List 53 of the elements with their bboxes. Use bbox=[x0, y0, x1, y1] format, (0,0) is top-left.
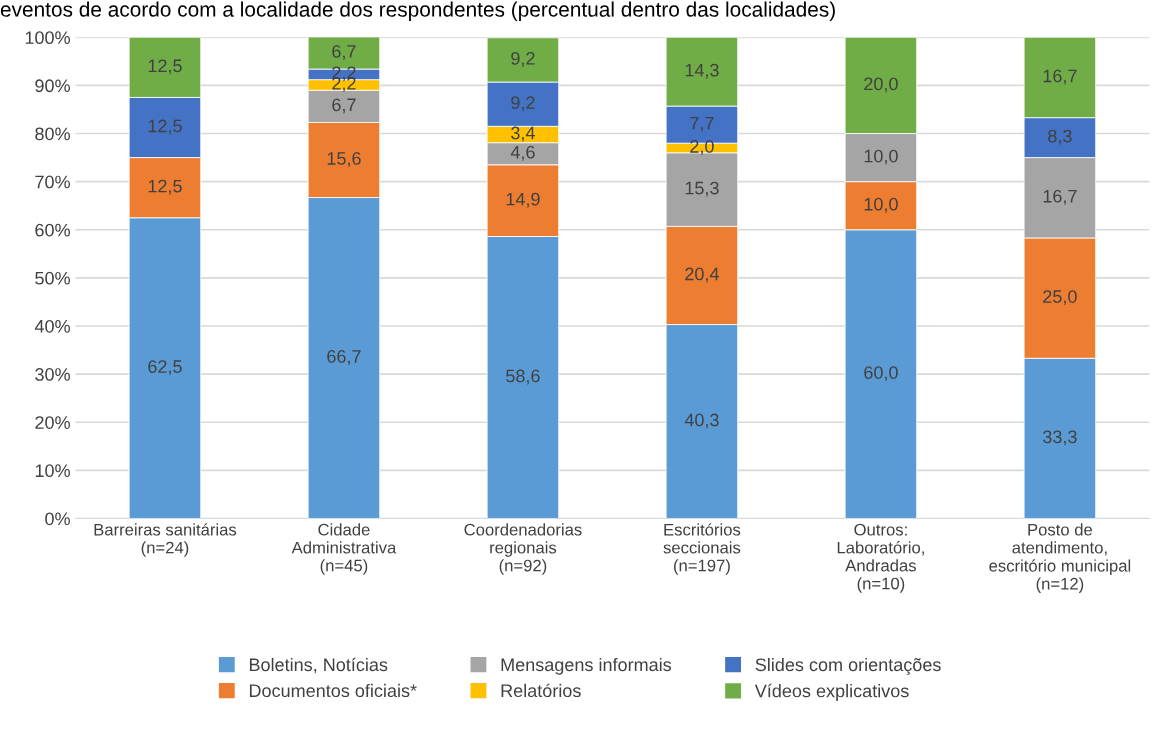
legend-label: Relatórios bbox=[501, 683, 581, 698]
data-label: 12,5 bbox=[148, 59, 182, 75]
legend-label: Vídeos explicativos bbox=[754, 683, 909, 701]
data-label: 12,5 bbox=[148, 179, 182, 195]
data-label: 8,3 bbox=[1048, 129, 1072, 145]
legend-label: Documentos oficiais* bbox=[249, 683, 417, 698]
y-tick-label: 60% bbox=[35, 223, 70, 237]
legend-label: Slides com orientações bbox=[755, 657, 941, 675]
data-label: 20,0 bbox=[864, 77, 898, 93]
data-label: 20,4 bbox=[685, 267, 719, 283]
y-tick-label: 80% bbox=[35, 127, 70, 141]
y-tick-label: 100% bbox=[25, 31, 70, 45]
data-label: 12,5 bbox=[148, 119, 182, 135]
data-label: 40,3 bbox=[684, 413, 719, 429]
data-label: 7,7 bbox=[690, 116, 714, 132]
y-tick-label: 40% bbox=[34, 319, 70, 333]
data-label: 33,3 bbox=[1043, 430, 1077, 446]
x-tick-label: Coordenadorias regionais (n=92) bbox=[464, 523, 582, 575]
data-label: 62,5 bbox=[148, 360, 182, 376]
data-label: 6,7 bbox=[332, 45, 356, 60]
data-label: 60,0 bbox=[864, 366, 898, 382]
y-tick-label: 20% bbox=[35, 416, 70, 429]
y-tick-label: 90% bbox=[35, 79, 70, 93]
y-tick-label: 70% bbox=[35, 175, 70, 189]
chart-title: eventos de acordo com a localidade dos respondentes (percentual dentro das localidades) bbox=[0, 1, 835, 21]
x-tick-label: Outros: Laboratório, Andradas (n=10) bbox=[837, 523, 924, 593]
x-tick-label: Posto de atendimento, escritório municipal (n=12) bbox=[989, 523, 1131, 593]
legend-label: Mensagens informais bbox=[501, 657, 672, 675]
y-tick-label: 30% bbox=[35, 368, 70, 381]
data-label: 16,7 bbox=[1043, 69, 1077, 85]
x-tick-label: Barreiras sanitárias (n=24) bbox=[94, 523, 237, 557]
data-label: 15,3 bbox=[685, 181, 719, 197]
x-tick-label: Escritórios seccionais (n=197) bbox=[663, 523, 741, 575]
data-label: 10,0 bbox=[864, 149, 898, 165]
data-label: 4,6 bbox=[510, 145, 535, 161]
y-tick-label: 10% bbox=[35, 464, 70, 478]
y-tick-label: 50% bbox=[35, 271, 70, 285]
y-tick-label: 0% bbox=[45, 512, 70, 526]
data-label: 66,7 bbox=[327, 350, 361, 365]
data-label: 9,2 bbox=[511, 51, 535, 67]
data-label: 9,2 bbox=[511, 96, 535, 112]
data-label: 3,4 bbox=[511, 126, 535, 142]
legend-label: Boletins, Notícias bbox=[249, 657, 388, 674]
data-label: 15,6 bbox=[327, 152, 361, 167]
data-label: 6,7 bbox=[332, 98, 356, 114]
data-label: 2,0 bbox=[690, 140, 714, 155]
data-label: 14,9 bbox=[506, 192, 540, 208]
data-label: 25,0 bbox=[1043, 290, 1077, 306]
data-label: 10,0 bbox=[864, 197, 898, 213]
data-label: 16,7 bbox=[1043, 189, 1077, 205]
data-label: 14,3 bbox=[685, 63, 719, 79]
data-label: 58,6 bbox=[506, 369, 540, 385]
x-tick-label: Cidade Administrativa (n=45) bbox=[291, 523, 397, 575]
